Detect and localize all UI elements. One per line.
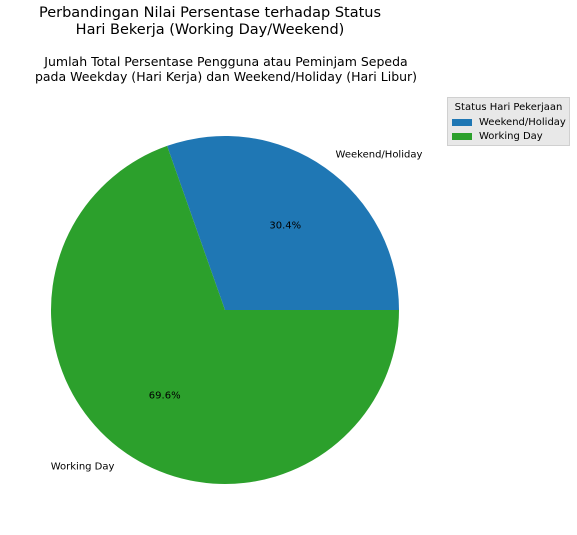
legend: Status Hari Pekerjaan Weekend/Holiday Wo… [447,97,570,146]
chart-title-line-1: Perbandingan Nilai Persentase terhadap S… [38,5,382,21]
chart-title-line-2: Hari Bekerja (Working Day/Weekend) [75,22,345,38]
legend-title: Status Hari Pekerjaan [454,102,563,113]
chart-title: Perbandingan Nilai Persentase terhadap S… [0,5,420,39]
pie-pct-label-weekend-holiday: 30.4% [269,220,301,231]
legend-swatch-weekend-holiday [452,119,472,126]
legend-item-weekend-holiday: Weekend/Holiday [452,117,569,128]
legend-label-weekend-holiday: Weekend/Holiday [479,117,566,128]
chart-subtitle: Jumlah Total Persentase Pengguna atau Pe… [12,54,440,84]
legend-item-working-day: Working Day [452,131,569,142]
pie-pct-label-working-day: 69.6% [149,391,181,402]
chart-subtitle-line-1: Jumlah Total Persentase Pengguna atau Pe… [44,54,408,69]
pie-label-working-day: Working Day [51,462,115,473]
pie-slice-working-day [51,145,400,484]
chart-subtitle-line-2: pada Weekday (Hari Kerja) dan Weekend/Ho… [34,69,418,84]
pie-label-weekend-holiday: Weekend/Holiday [336,149,423,160]
pie-slice-weekend-holiday [167,136,399,310]
legend-swatch-working-day [452,133,472,140]
legend-label-working-day: Working Day [479,131,543,142]
